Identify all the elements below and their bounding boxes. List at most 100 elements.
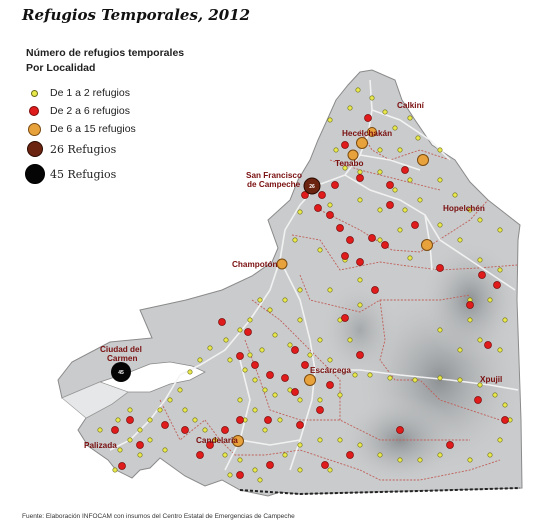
refugio-2-6-marker[interactable] <box>466 301 474 309</box>
refugio-1-2-marker[interactable] <box>412 377 418 383</box>
refugio-2-6-marker[interactable] <box>318 191 326 199</box>
refugio-1-2-marker[interactable] <box>317 437 323 443</box>
refugio-1-2-marker[interactable] <box>497 437 503 443</box>
refugio-1-2-marker[interactable] <box>307 352 313 358</box>
refugio-2-6-marker[interactable] <box>314 204 322 212</box>
refugio-1-2-marker[interactable] <box>127 407 133 413</box>
refugio-2-6-marker[interactable] <box>341 252 349 260</box>
refugio-1-2-marker[interactable] <box>357 197 363 203</box>
refugio-1-2-marker[interactable] <box>437 375 443 381</box>
refugio-1-2-marker[interactable] <box>115 417 121 423</box>
refugio-1-2-marker[interactable] <box>347 105 353 111</box>
refugio-1-2-marker[interactable] <box>117 447 123 453</box>
refugio-2-6-marker[interactable] <box>356 174 364 182</box>
refugio-1-2-marker[interactable] <box>242 367 248 373</box>
refugio-2-6-marker[interactable] <box>266 371 274 379</box>
refugio-1-2-marker[interactable] <box>97 427 103 433</box>
refugio-1-2-marker[interactable] <box>227 357 233 363</box>
refugio-2-6-marker[interactable] <box>251 361 259 369</box>
refugio-1-2-marker[interactable] <box>297 397 303 403</box>
refugio-1-2-marker[interactable] <box>437 147 443 153</box>
refugio-1-2-marker[interactable] <box>402 207 408 213</box>
refugio-1-2-marker[interactable] <box>147 417 153 423</box>
refugio-1-2-marker[interactable] <box>397 227 403 233</box>
refugio-1-2-marker[interactable] <box>237 457 243 463</box>
refugio-1-2-marker[interactable] <box>327 117 333 123</box>
refugio-2-6-marker[interactable] <box>118 462 126 470</box>
refugio-1-2-marker[interactable] <box>437 327 443 333</box>
refugio-1-2-marker[interactable] <box>497 267 503 273</box>
refugio-1-2-marker[interactable] <box>467 207 473 213</box>
refugio-2-6-marker[interactable] <box>386 181 394 189</box>
refugio-2-6-marker[interactable] <box>218 318 226 326</box>
refugio-1-2-marker[interactable] <box>407 177 413 183</box>
refugio-1-2-marker[interactable] <box>397 147 403 153</box>
refugio-1-2-marker[interactable] <box>167 397 173 403</box>
refugio-1-2-marker[interactable] <box>377 452 383 458</box>
refugio-2-6-marker[interactable] <box>301 361 309 369</box>
refugio-1-2-marker[interactable] <box>397 457 403 463</box>
refugio-2-6-marker[interactable] <box>341 141 349 149</box>
refugio-1-2-marker[interactable] <box>227 472 233 478</box>
refugio-1-2-marker[interactable] <box>457 347 463 353</box>
refugio-1-2-marker[interactable] <box>392 187 398 193</box>
refugio-1-2-marker[interactable] <box>392 125 398 131</box>
refugio-2-6-marker[interactable] <box>136 441 144 449</box>
refugio-1-2-marker[interactable] <box>282 297 288 303</box>
refugio-1-2-marker[interactable] <box>257 297 263 303</box>
refugio-1-2-marker[interactable] <box>287 342 293 348</box>
refugio-2-6-marker[interactable] <box>381 241 389 249</box>
refugio-1-2-marker[interactable] <box>247 352 253 358</box>
refugio-1-2-marker[interactable] <box>282 452 288 458</box>
campeche-26-marker[interactable]: 26 <box>303 177 321 195</box>
refugio-1-2-marker[interactable] <box>297 287 303 293</box>
refugio-1-2-marker[interactable] <box>192 417 198 423</box>
refugio-2-6-marker[interactable] <box>126 416 134 424</box>
refugio-6-15-marker[interactable] <box>367 127 377 137</box>
refugio-1-2-marker[interactable] <box>467 457 473 463</box>
refugio-1-2-marker[interactable] <box>112 467 118 473</box>
refugio-1-2-marker[interactable] <box>297 467 303 473</box>
refugio-6-15-marker[interactable] <box>421 239 433 251</box>
refugio-6-15-marker[interactable] <box>276 258 288 270</box>
refugio-1-2-marker[interactable] <box>262 387 268 393</box>
refugio-1-2-marker[interactable] <box>369 95 375 101</box>
refugio-1-2-marker[interactable] <box>252 377 258 383</box>
refugio-1-2-marker[interactable] <box>207 345 213 351</box>
refugio-1-2-marker[interactable] <box>162 447 168 453</box>
refugio-2-6-marker[interactable] <box>411 221 419 229</box>
refugio-2-6-marker[interactable] <box>236 352 244 360</box>
refugio-6-15-marker[interactable] <box>304 374 316 386</box>
refugio-2-6-marker[interactable] <box>206 441 214 449</box>
refugio-1-2-marker[interactable] <box>487 452 493 458</box>
refugio-2-6-marker[interactable] <box>301 191 309 199</box>
refugio-1-2-marker[interactable] <box>477 257 483 263</box>
refugio-2-6-marker[interactable] <box>446 441 454 449</box>
refugio-2-6-marker[interactable] <box>236 471 244 479</box>
refugio-1-2-marker[interactable] <box>337 392 343 398</box>
refugio-1-2-marker[interactable] <box>457 237 463 243</box>
refugio-1-2-marker[interactable] <box>237 397 243 403</box>
refugio-6-15-marker[interactable] <box>417 154 429 166</box>
refugio-1-2-marker[interactable] <box>277 417 283 423</box>
refugio-1-2-marker[interactable] <box>377 207 383 213</box>
refugio-2-6-marker[interactable] <box>478 271 486 279</box>
refugio-2-6-marker[interactable] <box>346 451 354 459</box>
refugio-1-2-marker[interactable] <box>457 377 463 383</box>
refugio-1-2-marker[interactable] <box>252 467 258 473</box>
refugio-2-6-marker[interactable] <box>291 388 299 396</box>
refugio-1-2-marker[interactable] <box>147 437 153 443</box>
refugio-1-2-marker[interactable] <box>487 297 493 303</box>
refugio-2-6-marker[interactable] <box>356 258 364 266</box>
refugio-1-2-marker[interactable] <box>317 337 323 343</box>
refugio-1-2-marker[interactable] <box>357 169 363 175</box>
refugio-1-2-marker[interactable] <box>202 427 208 433</box>
refugio-1-2-marker[interactable] <box>247 317 253 323</box>
refugio-1-2-marker[interactable] <box>327 467 333 473</box>
refugio-2-6-marker[interactable] <box>331 181 339 189</box>
refugio-1-2-marker[interactable] <box>257 477 263 483</box>
refugio-1-2-marker[interactable] <box>377 147 383 153</box>
refugio-1-2-marker[interactable] <box>417 197 423 203</box>
refugio-1-2-marker[interactable] <box>452 192 458 198</box>
refugio-2-6-marker[interactable] <box>336 224 344 232</box>
